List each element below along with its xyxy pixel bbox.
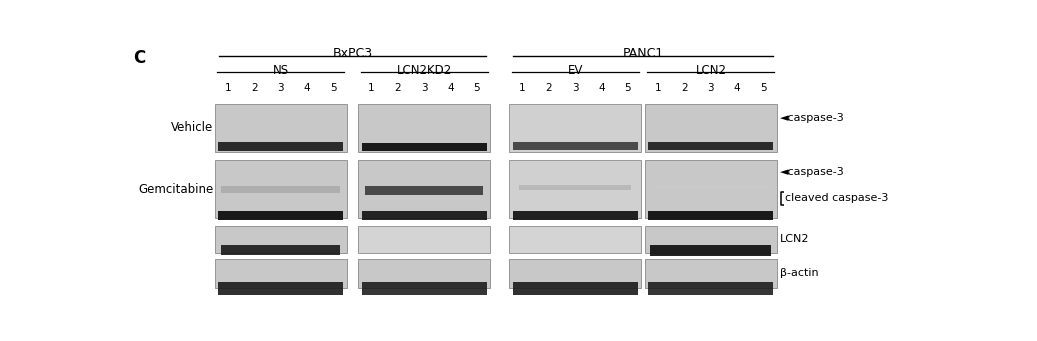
Bar (215, 259, 346, 288)
Bar (509, 259, 641, 288)
Text: EV: EV (567, 64, 583, 77)
Text: 1: 1 (225, 83, 231, 93)
Bar (362, 143, 486, 151)
Text: 2: 2 (394, 83, 401, 93)
Text: C: C (134, 49, 146, 66)
Bar (358, 104, 491, 152)
Text: 4: 4 (598, 83, 605, 93)
Text: ◄caspase-3: ◄caspase-3 (780, 113, 844, 123)
Bar (358, 226, 491, 253)
Bar (648, 142, 774, 150)
Text: 5: 5 (624, 83, 632, 93)
Text: 1: 1 (654, 83, 662, 93)
Bar (512, 142, 638, 150)
Text: 3: 3 (421, 83, 427, 93)
Text: 5: 5 (760, 83, 767, 93)
Bar (509, 104, 641, 152)
Text: ◄caspase-3: ◄caspase-3 (780, 167, 844, 177)
Text: 4: 4 (447, 83, 454, 93)
Text: LCN2KD2: LCN2KD2 (396, 64, 452, 77)
Text: 5: 5 (330, 83, 337, 93)
Bar (215, 160, 346, 218)
Bar (648, 211, 774, 220)
Text: BxPC3: BxPC3 (333, 47, 372, 60)
Text: 3: 3 (278, 83, 284, 93)
Bar (648, 282, 774, 295)
Bar (645, 104, 777, 152)
Text: 5: 5 (474, 83, 480, 93)
Text: 2: 2 (545, 83, 553, 93)
Bar (218, 211, 343, 220)
Bar (645, 160, 777, 218)
Text: 3: 3 (572, 83, 579, 93)
Text: 2: 2 (251, 83, 258, 93)
Bar (362, 282, 486, 295)
Text: 2: 2 (681, 83, 688, 93)
Bar (358, 160, 491, 218)
Text: cleaved caspase-3: cleaved caspase-3 (785, 193, 889, 203)
Bar (645, 259, 777, 288)
Text: 4: 4 (734, 83, 740, 93)
Text: β-actin: β-actin (780, 268, 818, 279)
Bar (215, 226, 346, 253)
Text: 1: 1 (368, 83, 374, 93)
Bar (509, 226, 641, 253)
Text: PANC1: PANC1 (622, 47, 664, 60)
Bar (222, 244, 340, 255)
Bar (645, 226, 777, 253)
Bar (520, 184, 632, 190)
Text: NS: NS (273, 64, 289, 77)
Text: LCN2: LCN2 (696, 64, 726, 77)
Bar (650, 245, 772, 256)
Text: 4: 4 (304, 83, 310, 93)
Text: Gemcitabine: Gemcitabine (138, 183, 214, 196)
Text: 1: 1 (520, 83, 526, 93)
Text: LCN2: LCN2 (780, 234, 809, 244)
Bar (362, 211, 486, 220)
Bar (365, 186, 483, 195)
Bar (218, 282, 343, 295)
Bar (222, 186, 340, 193)
Bar (218, 142, 343, 151)
Bar (509, 160, 641, 218)
Bar (215, 104, 346, 152)
Bar (655, 184, 767, 189)
Text: Vehicle: Vehicle (171, 121, 214, 134)
Bar (512, 211, 638, 220)
Bar (358, 259, 491, 288)
Text: 3: 3 (707, 83, 714, 93)
Bar (512, 282, 638, 295)
